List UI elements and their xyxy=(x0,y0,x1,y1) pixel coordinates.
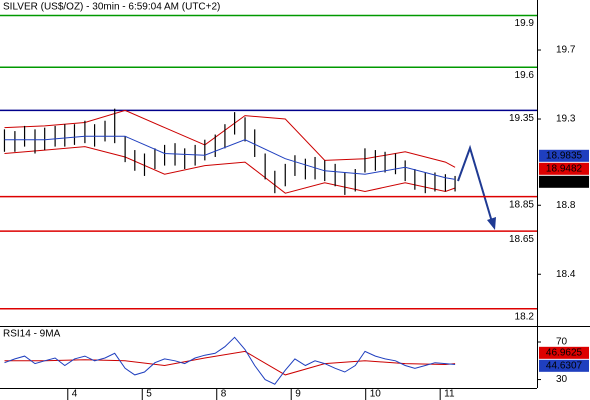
x-tick-label: 9 xyxy=(295,389,301,400)
last-value-label: 44.6307 xyxy=(546,360,583,371)
band-lower xyxy=(4,146,456,194)
level-label: 19.9 xyxy=(515,18,535,29)
x-tick-label: 10 xyxy=(370,389,382,400)
last-value-box xyxy=(539,359,589,372)
last-value-box xyxy=(539,175,589,188)
x-tick-label: 11 xyxy=(444,389,455,400)
panel-title: RSI14 - 9MA xyxy=(3,329,61,340)
x-tick-label: 4 xyxy=(72,389,78,400)
last-value-box xyxy=(539,162,589,175)
y-tick-label: 19.7 xyxy=(556,45,576,56)
y-tick-label: 18.8 xyxy=(556,200,576,211)
panel-title: SILVER (US$/OZ) - 30min - 6:59:04 AM (UT… xyxy=(3,2,220,13)
level-label: 18.65 xyxy=(509,234,534,245)
moving-average xyxy=(4,135,456,180)
level-label: 19.35 xyxy=(509,113,534,124)
last-value-label: 18.9482 xyxy=(546,163,583,174)
projection-arrowhead xyxy=(487,217,496,230)
last-value-label: 18.936 xyxy=(549,176,580,187)
x-tick-label: 5 xyxy=(146,389,152,400)
y-tick-label: 19.3 xyxy=(556,114,576,125)
x-tick-label: 8 xyxy=(221,389,227,400)
last-value-box xyxy=(539,346,589,359)
y-tick-label: 30 xyxy=(556,374,568,385)
level-label: 18.85 xyxy=(509,199,534,210)
last-value-label: 18.9835 xyxy=(546,150,583,161)
moving-average xyxy=(4,350,456,376)
last-value-label: 46.9625 xyxy=(546,347,583,358)
last-value-box xyxy=(539,149,589,162)
y-tick-label: 18.4 xyxy=(556,269,576,280)
y-tick-label: 70 xyxy=(556,337,568,348)
level-label: 19.6 xyxy=(515,70,535,81)
level-label: 18.2 xyxy=(515,311,535,322)
rsi-line xyxy=(4,336,456,385)
